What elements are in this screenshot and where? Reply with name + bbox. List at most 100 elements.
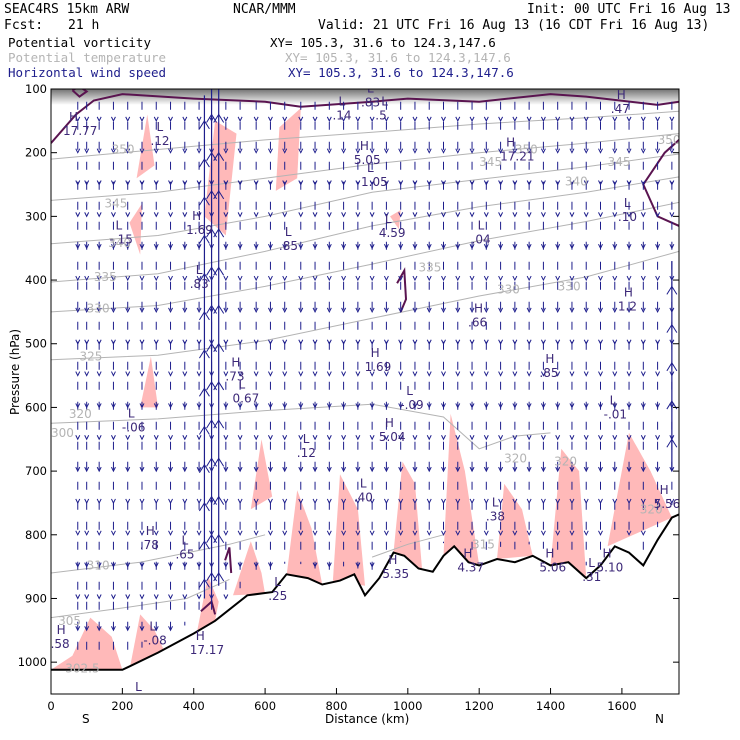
wind-arrowhead (312, 148, 318, 154)
wind-arrowhead (196, 371, 202, 377)
jet-arrowhead (666, 400, 678, 410)
wind-arrowhead (139, 435, 145, 441)
wind-arrowhead (182, 148, 188, 154)
wind-arrowhead (555, 403, 561, 409)
jet-arrowhead (199, 425, 210, 435)
wind-arrowhead (326, 116, 332, 122)
wind-arrowhead (139, 275, 145, 282)
wind-arrowhead (125, 435, 131, 441)
wind-arrowhead (312, 530, 318, 536)
jet-arrowhead (213, 342, 225, 353)
extremum-value-35: 5.06 (539, 560, 566, 574)
wind-arrowhead (84, 339, 90, 345)
wind-arrowhead (398, 466, 404, 473)
wind-arrowhead (96, 435, 102, 441)
wind-arrowhead (182, 371, 188, 377)
wind-arrowhead (526, 148, 532, 154)
wind-arrowhead (483, 116, 489, 122)
wind-arrowhead (282, 307, 288, 314)
jet-arrowhead (213, 228, 225, 238)
extremum-type-39: H (196, 629, 205, 643)
extremum-value-28: -.01 (604, 408, 627, 422)
wind-arrowhead (223, 275, 229, 282)
extremum-value-0: 17.77 (63, 124, 97, 138)
wind-arrowhead (398, 371, 404, 377)
wind-arrowhead (583, 275, 589, 282)
extremum-type-32: L (274, 575, 281, 589)
wind-arrowhead (355, 275, 361, 282)
wind-arrowhead (326, 339, 332, 345)
wind-arrowhead (469, 498, 475, 505)
wind-arrowhead (253, 403, 259, 409)
extremum-value-16: .66 (468, 315, 487, 329)
wind-arrowhead (282, 339, 288, 345)
fcst-value: 21 h (68, 18, 100, 33)
wind-arrowhead (655, 116, 661, 122)
wind-arrowhead (512, 307, 518, 314)
wind-arrowhead (298, 180, 304, 186)
wind-arrowhead (253, 466, 259, 473)
wind-arrowhead (182, 403, 188, 409)
wind-arrowhead (469, 148, 475, 154)
extremum-type-10: L (367, 161, 374, 175)
wind-arrowhead (237, 403, 243, 409)
wind-arrowhead (298, 275, 304, 282)
extremum-value-23: 0.67 (233, 392, 260, 406)
wind-arrowhead (182, 498, 188, 505)
extremum-value-26: .40 (354, 490, 373, 504)
wind-arrowhead (583, 498, 589, 505)
wind-arrowhead (110, 307, 116, 314)
theta-contour-310-2 (51, 534, 266, 574)
wind-arrowhead (469, 371, 475, 377)
wind-arrowhead (412, 212, 418, 218)
wind-arrowhead (196, 180, 202, 186)
wind-arrowhead (312, 562, 318, 568)
wind-arrowhead (326, 212, 332, 218)
wind-arrowhead (555, 498, 561, 505)
wind-arrowhead (441, 339, 446, 345)
wind-arrowhead (369, 562, 375, 568)
wind-arrowhead (355, 116, 361, 122)
wind-arrowhead (267, 530, 273, 536)
wind-arrowhead (168, 371, 173, 377)
wind-arrowhead (153, 435, 159, 441)
extremum-type-24: L (128, 406, 135, 420)
wind-arrowhead (355, 371, 361, 377)
wind-arrowhead (182, 212, 188, 218)
wind-arrowhead (84, 307, 90, 314)
wind-arrowhead (626, 243, 632, 250)
wind-arrowhead (583, 212, 589, 218)
wind-arrowhead (168, 466, 173, 473)
wind-arrowhead (223, 466, 229, 473)
pv-area-4 (286, 490, 323, 585)
wind-arrowhead (168, 403, 173, 409)
wind-arrowhead (110, 594, 116, 600)
wind-arrowhead (153, 626, 159, 632)
extremum-value-8: .5 (375, 108, 386, 122)
wind-arrowhead (282, 498, 288, 505)
wind-arrowhead (196, 403, 202, 409)
wind-arrowhead (655, 435, 661, 441)
wind-arrowhead (326, 371, 332, 377)
theta-label-20: 320 (504, 451, 527, 465)
wind-arrowhead (498, 403, 504, 409)
wind-arrowhead (526, 339, 532, 345)
extremum-type-25: L (303, 432, 310, 446)
field-name-theta: Potential temperature (8, 50, 167, 65)
wind-arrowhead (426, 116, 432, 122)
wind-arrowhead (282, 403, 288, 409)
wind-arrowhead (612, 307, 618, 314)
wind-arrowhead (182, 275, 188, 282)
wind-arrowhead (312, 116, 318, 122)
wind-arrowhead (369, 403, 375, 409)
extremum-type-22: H (231, 355, 240, 369)
wind-arrowhead (555, 371, 561, 377)
theta-label-11: 350 (112, 143, 135, 157)
wind-arrowhead (498, 498, 504, 505)
wind-arrowhead (426, 403, 432, 409)
wind-arrowhead (139, 626, 145, 632)
wind-arrowhead (139, 180, 145, 186)
wind-arrowhead (555, 339, 561, 345)
wind-arrowhead (182, 243, 188, 250)
wind-arrowhead (383, 339, 389, 345)
